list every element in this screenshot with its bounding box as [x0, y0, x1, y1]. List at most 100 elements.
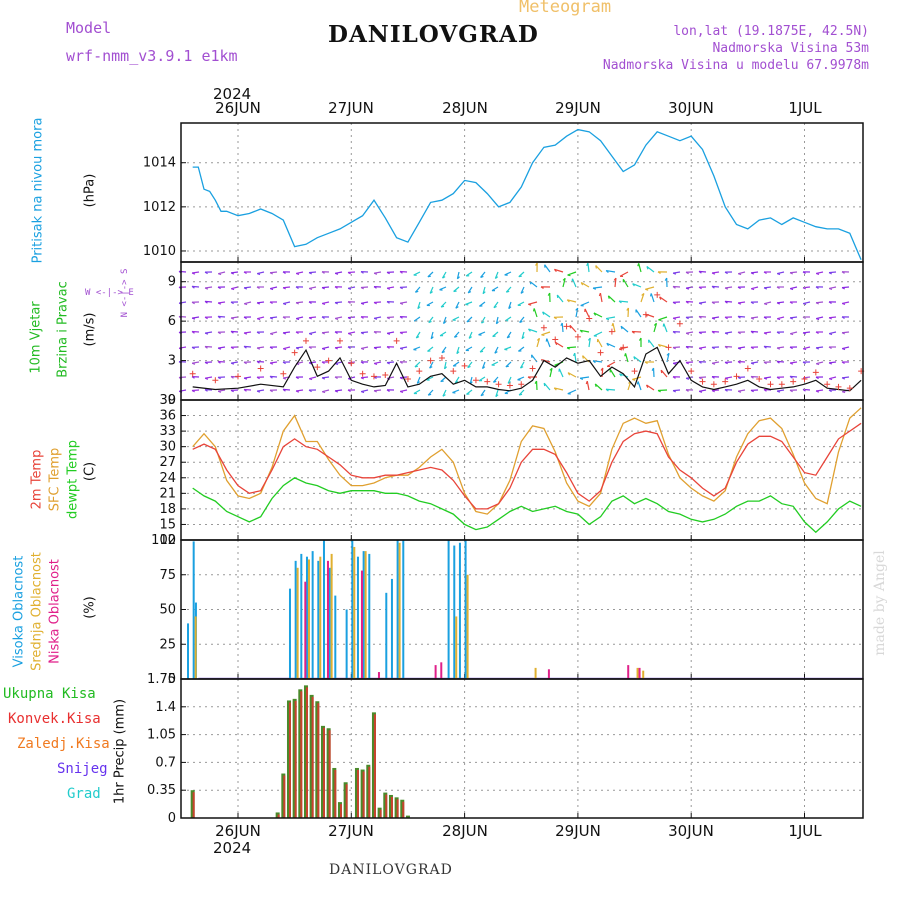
- wind-arrow: [829, 331, 837, 335]
- wind-arrow: [204, 331, 213, 334]
- wind-arrow: [593, 331, 603, 337]
- wind-arrow: [575, 308, 579, 318]
- wind-arrow-head: [456, 351, 460, 355]
- footer-station: DANILOVGRAD: [329, 862, 453, 878]
- precip-legend-item: Zaledj.Kisa: [17, 736, 110, 752]
- wind-arrow-head: [416, 381, 421, 384]
- precip-legend-item: Konvek.Kisa: [8, 711, 101, 727]
- high-cloud-bar: [362, 551, 365, 679]
- wind-arrow-head: [828, 317, 833, 320]
- wind-arrow-head: [600, 367, 604, 371]
- precip-conv-bar: [288, 702, 291, 818]
- wind-gust-marker: [336, 337, 343, 344]
- precip-conv-bar: [322, 727, 325, 818]
- wind-arrow-head: [711, 331, 715, 334]
- wind-gust-marker: [552, 336, 559, 343]
- wind-arrow-head: [816, 363, 820, 366]
- wind-arrow: [452, 316, 460, 321]
- wind-arrow-head: [567, 274, 571, 277]
- wind-arrow: [192, 361, 200, 364]
- wind-arrow-head: [698, 270, 702, 274]
- wind-arrow: [519, 316, 525, 323]
- wind-arrow: [686, 331, 694, 334]
- wind-arrow: [427, 346, 434, 352]
- wind-arrow-head: [204, 271, 208, 275]
- wind-arrow: [269, 271, 278, 274]
- wind-arrow-head: [534, 380, 538, 384]
- wind-arrow: [593, 360, 603, 363]
- wind-arrow-head: [776, 390, 781, 393]
- wind-gust-marker: [756, 375, 763, 382]
- wind-arrow: [218, 271, 226, 275]
- wind-arrow: [217, 301, 226, 304]
- wind-arrow-head: [549, 367, 553, 371]
- low-cloud-bar: [627, 665, 630, 679]
- wind-arrow: [595, 265, 603, 273]
- wind-arrow-head: [632, 283, 635, 287]
- wind-arrow-head: [594, 383, 597, 388]
- wind-arrow-head: [776, 360, 780, 364]
- wind-arrow-head: [415, 290, 419, 293]
- wind-arrow-head: [841, 316, 845, 319]
- wind-arrow: [494, 346, 499, 354]
- wind-arrow-head: [230, 362, 235, 365]
- wind-arrow: [256, 389, 265, 392]
- wind-compass-we: W <-|-> E: [85, 288, 134, 298]
- wind-arrow: [400, 346, 408, 349]
- wind-arrow-head: [231, 288, 235, 291]
- wind-arrow: [580, 376, 590, 379]
- wind-gust-marker: [778, 381, 785, 388]
- y-tick-label: 18: [159, 502, 176, 517]
- wind-arrow: [558, 368, 564, 378]
- wind-arrow-head: [698, 361, 702, 364]
- wind-arrow: [335, 361, 343, 365]
- wind-arrow: [415, 331, 421, 339]
- wind-arrow-head: [724, 316, 728, 320]
- y-tick-label: 1.05: [147, 728, 176, 743]
- precip-conv-bar: [362, 771, 365, 818]
- wind-arrow-head: [256, 376, 260, 380]
- precip-conv-bar: [368, 766, 371, 818]
- wind-arrow-head: [360, 332, 364, 335]
- wind-arrow-head: [540, 286, 544, 289]
- wind-arrow-head: [737, 331, 741, 335]
- wind-arrow-head: [360, 286, 364, 290]
- wind-arrow-head: [204, 316, 208, 320]
- wind-arrow: [633, 356, 642, 363]
- wind-arrow: [614, 277, 617, 288]
- wind-arrow: [764, 301, 772, 305]
- wind-arrow: [561, 322, 564, 333]
- wind-arrow: [725, 376, 733, 379]
- wind-arrow: [269, 361, 278, 364]
- wind-arrow: [360, 331, 369, 334]
- wind-arrow: [505, 286, 512, 293]
- y-tick-label: 33: [159, 424, 176, 439]
- wind-arrow-head: [334, 302, 338, 305]
- wind-arrow-head: [506, 336, 511, 339]
- wind-arrow-head: [595, 265, 598, 269]
- wind-gust-marker: [597, 349, 604, 356]
- high-cloud-bar: [464, 540, 467, 679]
- y-tick-label: 39: [159, 393, 176, 408]
- wind-arrow: [231, 286, 239, 290]
- wind-gust-marker: [812, 369, 819, 376]
- wind-gust-marker: [291, 349, 298, 356]
- high-cloud-bar: [322, 540, 325, 679]
- wind-arrow: [624, 353, 629, 363]
- wind-arrow-head: [541, 334, 545, 337]
- precip-conv-bar: [373, 714, 376, 818]
- wind-arrow: [479, 301, 486, 307]
- wind-arrow-head: [641, 293, 645, 296]
- wind-arrow-head: [373, 272, 378, 275]
- precip-conv-bar: [390, 796, 393, 818]
- wind-arrow: [562, 278, 566, 288]
- wind-arrow-head: [802, 388, 806, 392]
- wind-arrow: [605, 388, 616, 391]
- wind-arrow-head: [191, 389, 195, 393]
- wind-arrow-head: [269, 362, 274, 365]
- wind-arrow-head: [244, 303, 248, 306]
- wind-arrow-head: [536, 337, 540, 341]
- year-top: 2024: [213, 85, 252, 103]
- wind-arrow-head: [218, 273, 222, 276]
